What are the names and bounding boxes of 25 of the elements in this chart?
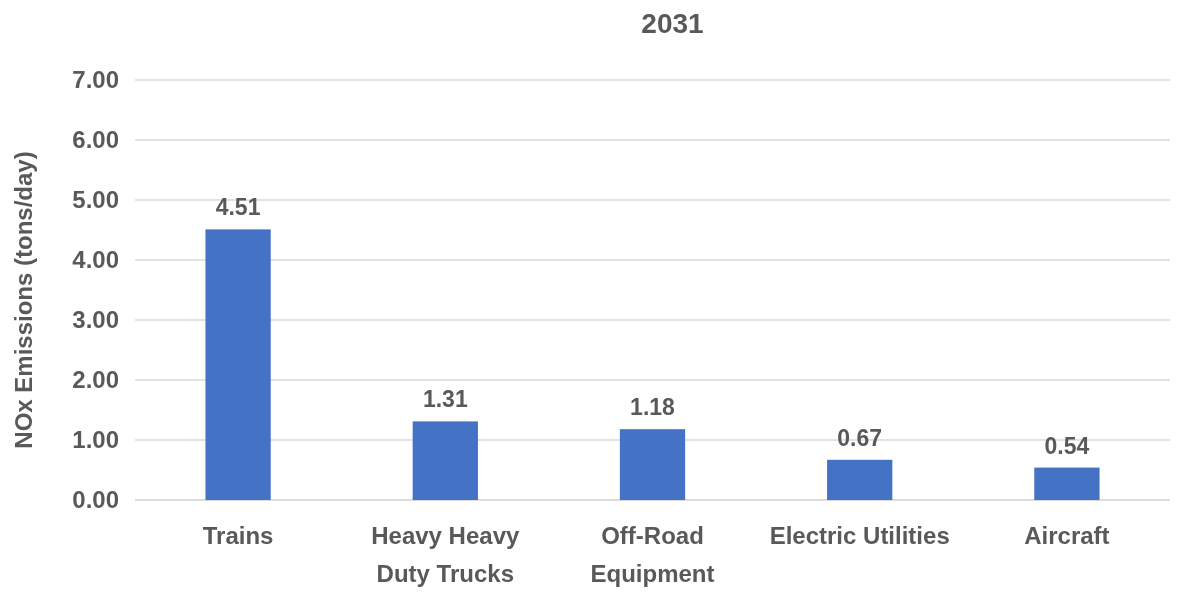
data-label: 0.54 (1044, 432, 1090, 459)
y-tick-label: 0.00 (72, 486, 119, 514)
bar (827, 459, 893, 500)
y-tick-label: 4.00 (72, 246, 119, 274)
y-tick-label: 1.00 (72, 426, 119, 454)
y-axis-title: NOx Emissions (tons/day) (10, 151, 37, 449)
bar (205, 229, 271, 500)
bar (1034, 467, 1100, 500)
y-tick-label: 5.00 (72, 186, 119, 214)
x-tick-label: Aircraft (1024, 522, 1110, 549)
data-label: 1.31 (422, 386, 468, 413)
bar (619, 429, 686, 500)
y-tick-label: 3.00 (72, 306, 119, 334)
data-label: 1.18 (630, 394, 676, 421)
y-tick-label: 7.00 (72, 66, 119, 94)
bar (412, 421, 478, 500)
x-tick-label: Off-Road Equipment (590, 522, 715, 587)
y-tick-label: 2.00 (72, 366, 119, 394)
x-tick-label: Heavy Heavy Duty Trucks (371, 522, 520, 587)
data-label: 0.67 (837, 424, 883, 451)
y-tick-label: 6.00 (72, 126, 119, 154)
data-label: 4.51 (215, 194, 261, 221)
x-tick-label: Trains (202, 522, 274, 549)
chart-title: 2031 (641, 8, 704, 39)
x-tick-label: Electric Utilities (769, 522, 950, 549)
